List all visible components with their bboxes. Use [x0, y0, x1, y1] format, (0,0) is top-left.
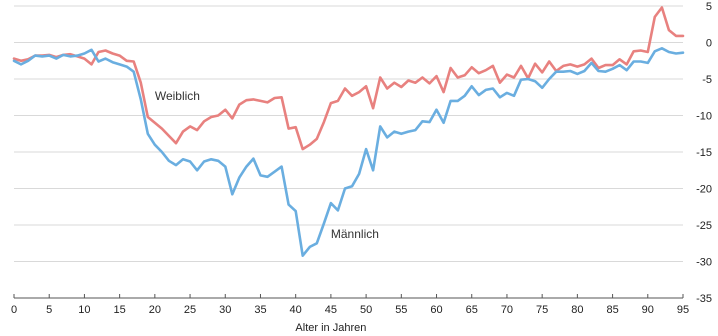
y-tick-label: -20: [696, 184, 712, 196]
x-tick-label: 15: [114, 304, 126, 316]
x-tick-label: 70: [501, 304, 513, 316]
x-tick-label: 45: [325, 304, 337, 316]
gridlines: [14, 5, 683, 262]
x-tick-label: 20: [149, 304, 161, 316]
x-tick-label: 60: [430, 304, 442, 316]
x-tick-label: 85: [606, 304, 618, 316]
y-tick-label: -30: [696, 257, 712, 269]
x-tick-label: 30: [219, 304, 231, 316]
series-label: Weiblich: [155, 89, 200, 103]
x-tick-label: 5: [46, 304, 52, 316]
x-tick-label: 90: [642, 304, 654, 316]
x-axis-title: Alter in Jahren: [295, 322, 366, 334]
x-tick-label: 40: [290, 304, 302, 316]
y-tick-label: 0: [706, 38, 712, 50]
y-tick-label: -15: [696, 147, 712, 159]
x-tick-label: 65: [466, 304, 478, 316]
series-labels: Weiblich Männlich: [155, 89, 379, 241]
x-tick-label: 55: [395, 304, 407, 316]
series-label: Männlich: [331, 227, 379, 241]
series-line-weiblich: [12, 6, 685, 151]
x-tick-label: 0: [11, 304, 17, 316]
y-tick-labels: 5 0 -5 -10 -15 -20 -25 -30 -35: [696, 1, 712, 305]
x-tick-labels: 0 5 10 15 20 25 30 35 40 45 50 55 60 65 70 75 80 85 90 95: [11, 294, 689, 316]
series-line-männlich: [12, 46, 685, 257]
x-tick-label: 80: [571, 304, 583, 316]
x-tick-label: 25: [184, 304, 196, 316]
y-tick-label: 5: [706, 1, 712, 13]
series-lines: [12, 6, 685, 257]
y-tick-label: -5: [702, 74, 712, 86]
x-tick-label: 35: [254, 304, 266, 316]
y-tick-label: -25: [696, 220, 712, 232]
x-tick-label: 95: [677, 304, 689, 316]
y-tick-label: -35: [696, 293, 712, 305]
x-tick-label: 75: [536, 304, 548, 316]
x-tick-label: 10: [78, 304, 90, 316]
y-tick-label: -10: [696, 111, 712, 123]
x-tick-label: 50: [360, 304, 372, 316]
